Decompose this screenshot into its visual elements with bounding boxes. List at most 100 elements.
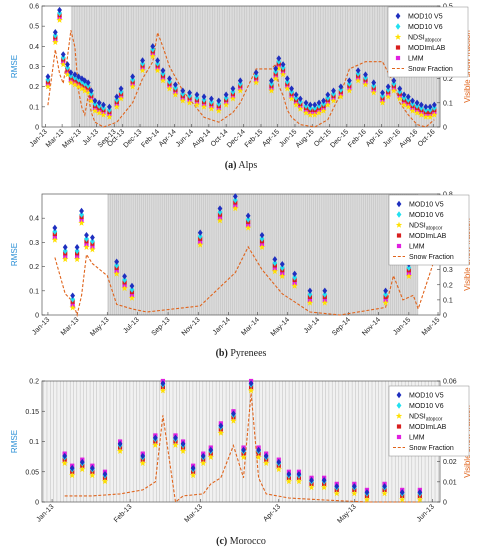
x-tick-label: Jun-13 (416, 503, 436, 523)
legend-label-ndsi-subscript: atopcor (425, 38, 442, 44)
mod10v6-marker (84, 235, 89, 242)
mod10v5-marker (79, 458, 85, 466)
mod10v5-marker (74, 244, 80, 251)
ndsi-marker (91, 107, 99, 114)
mod10v5-marker (101, 101, 106, 109)
mod10v6-marker (322, 291, 328, 298)
ndsi-marker (405, 272, 413, 280)
mod10v5-marker (90, 234, 95, 241)
mod10v6-marker (383, 291, 389, 298)
ndsi-marker (129, 83, 136, 90)
mod10v5-marker (259, 231, 265, 239)
mod10v5-marker (76, 73, 81, 80)
y2-tick-label: 0.3 (443, 267, 453, 274)
ndsi-marker (390, 87, 398, 94)
chart-panel-alps: 00.10.20.30.40.50.600.10.20.30.40.5RMSEV… (10, 4, 472, 172)
snow-fraction-line (54, 245, 435, 318)
x-tick-label: Apr-13 (262, 503, 282, 523)
mod10v5-marker (200, 452, 206, 460)
mod10v6-marker (79, 211, 84, 218)
y2-tick-label: 0 (443, 313, 447, 320)
legend-label-ndsi-subscript: atopcor (426, 417, 443, 423)
mod10v5-marker (155, 57, 160, 64)
ndsi-marker (95, 109, 103, 116)
ndsi-marker (292, 101, 300, 108)
mod10v5-marker (208, 446, 214, 454)
ndsi-marker (89, 246, 96, 253)
mod10v5-marker (140, 57, 145, 64)
mod10v5-marker (69, 464, 75, 472)
legend-box (387, 6, 469, 78)
mod10v5-marker (245, 212, 251, 219)
ndsi-marker (384, 93, 392, 100)
ndsi-marker (67, 79, 75, 86)
ndsi-marker (60, 61, 67, 68)
mod10v5-marker (248, 380, 254, 387)
mod10v5-marker (45, 73, 51, 80)
lmm-marker (396, 243, 402, 249)
mod10v5-marker (321, 97, 326, 104)
x-tick-label: Mar-14 (240, 316, 261, 337)
x-tick-label: Nov-14 (361, 316, 382, 337)
ndsi-marker (208, 105, 215, 112)
legend-box (388, 194, 470, 266)
ndsi-marker (179, 97, 187, 104)
ndsi-marker (262, 459, 270, 467)
ndsi-marker (405, 103, 412, 110)
y-tick-label: 0.1 (29, 104, 39, 111)
mod10v6-marker (70, 296, 76, 303)
x-tick-label: Dec-14 (226, 128, 247, 149)
x-tick-label: Feb-16 (347, 128, 368, 149)
ndsi-marker (100, 111, 107, 118)
mod10v5-marker (173, 434, 178, 442)
y2-tick-label: 0.1 (443, 297, 453, 304)
ndsi-marker (395, 412, 403, 419)
ndsi-marker (51, 236, 59, 243)
ndsi-marker (69, 304, 76, 311)
ndsi-marker (311, 111, 319, 118)
x-tick-label: May-14 (270, 316, 292, 338)
mod10v5-marker (85, 79, 91, 86)
x-tick-label: May-13 (89, 316, 111, 338)
ndsi-marker (291, 282, 298, 289)
ndsi-marker (297, 105, 304, 112)
mod10v5-marker (62, 452, 68, 460)
x-tick-label: Jul-13 (122, 316, 141, 335)
mod10v5-marker (417, 489, 423, 496)
mod10v5-marker (383, 287, 389, 294)
ndsi-marker (207, 453, 215, 460)
markers (44, 6, 438, 120)
ndsi-marker (113, 103, 121, 110)
ndsi-marker (52, 38, 59, 46)
markers (61, 378, 424, 503)
mod10v5-marker (217, 205, 223, 212)
y2-tick-label: 0.01 (443, 479, 457, 486)
mod10v5-marker (276, 55, 282, 62)
y-tick-label: 0.6 (29, 4, 39, 11)
mod10v5-marker (272, 256, 278, 263)
mod10v5-marker (197, 229, 203, 236)
ndsi-marker (121, 284, 128, 292)
x-tick-label: May-13 (61, 128, 83, 150)
mod10v5-marker (338, 83, 344, 90)
y-tick-label: 0 (35, 313, 39, 320)
x-tick-label: Mar-13 (60, 316, 81, 337)
mod10v5-marker (180, 440, 186, 448)
x-tick-label: May-13 (336, 503, 358, 525)
mod10v6-marker (292, 274, 298, 281)
ndsi-marker (139, 459, 146, 467)
y-tick-label: 0.15 (25, 409, 39, 416)
ndsi-marker (252, 79, 260, 86)
mod10v6-marker (279, 264, 285, 272)
mod10v5-marker (396, 391, 402, 399)
panel-caption-name: Morocco (227, 536, 266, 547)
legend-box (388, 385, 470, 457)
mod10v5-marker (160, 67, 166, 74)
ndsi-marker (275, 65, 283, 72)
snow-fraction-line (64, 393, 420, 504)
legend-label-ndsi-subscript: atopcor (426, 226, 443, 232)
ndsi-marker (200, 103, 208, 110)
ndsi-marker (431, 111, 438, 118)
mod10v5-marker (346, 77, 352, 84)
